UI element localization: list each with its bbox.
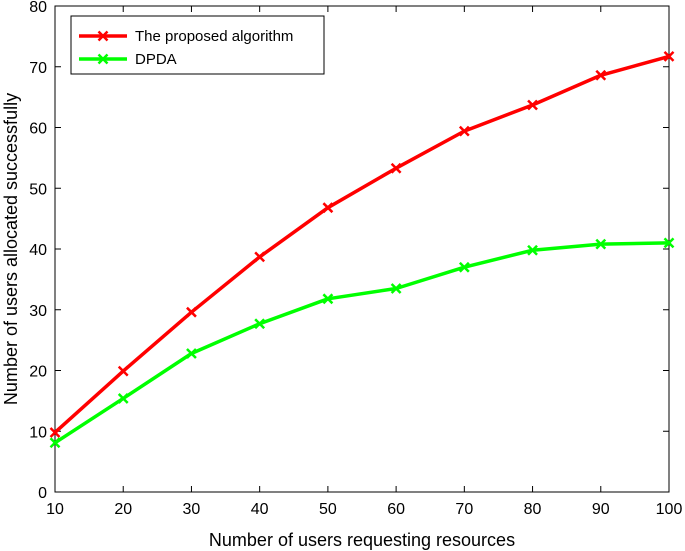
legend-item: DPDA <box>79 51 177 68</box>
data-point-marker <box>49 427 61 438</box>
y-tick-label: 60 <box>29 121 47 138</box>
data-point-marker <box>527 99 538 111</box>
x-tick-label: 40 <box>251 501 269 518</box>
series-1 <box>49 237 675 449</box>
series-layer <box>49 51 675 449</box>
data-point-marker <box>49 437 61 449</box>
x-axis: 10 20 30 40 50 60 70 80 90 100 <box>46 6 682 518</box>
x-tick-label: 10 <box>46 501 64 518</box>
x-tick-label: 60 <box>387 501 405 518</box>
data-point-marker <box>117 365 129 377</box>
data-point-marker <box>663 51 675 62</box>
data-point-marker <box>322 293 334 305</box>
legend-box <box>70 15 325 75</box>
y-tick-label: 0 <box>38 485 47 502</box>
series-0 <box>49 51 675 438</box>
data-point-marker <box>254 251 266 263</box>
y-tick-label: 10 <box>29 424 47 441</box>
y-tick-label: 30 <box>29 303 47 320</box>
data-point-marker <box>117 393 129 404</box>
data-point-marker <box>254 318 266 330</box>
x-axis-label: Number of users requesting resources <box>209 530 515 550</box>
x-tick-label: 50 <box>319 501 337 518</box>
x-tick-label: 90 <box>592 501 610 518</box>
series-line <box>54 241 670 445</box>
data-point-marker <box>527 244 538 256</box>
y-axis-label: Number of users allocated successfully <box>1 93 21 405</box>
y-tick-label: 20 <box>29 364 47 381</box>
series-line <box>53 54 670 434</box>
legend-item: The proposed algorithm <box>79 28 293 45</box>
plot-area <box>54 5 670 493</box>
data-point-marker <box>186 348 197 359</box>
data-point-marker <box>458 261 470 273</box>
data-point-marker <box>595 69 607 81</box>
data-point-marker <box>390 283 402 294</box>
data-point-marker <box>458 125 470 137</box>
x-tick-label: 80 <box>524 501 542 518</box>
legend: The proposed algorithm DPDA <box>70 15 325 75</box>
data-point-marker <box>186 306 197 318</box>
legend-label: The proposed algorithm <box>135 28 293 45</box>
legend-label: DPDA <box>135 51 177 68</box>
data-point-marker <box>595 238 607 250</box>
plot-frame <box>54 5 670 493</box>
y-tick-label: 50 <box>29 181 47 198</box>
x-tick-label: 30 <box>183 501 201 518</box>
data-point-marker <box>390 162 402 174</box>
x-tick-label: 70 <box>455 501 473 518</box>
y-tick-label: 80 <box>29 0 47 16</box>
data-point-marker <box>322 202 334 214</box>
data-point-marker <box>663 237 675 249</box>
x-tick-label: 20 <box>114 501 132 518</box>
y-axis: 0 10 20 30 40 50 60 70 80 <box>29 0 669 502</box>
x-tick-label: 100 <box>656 501 683 518</box>
y-tick-label: 40 <box>29 242 47 259</box>
y-tick-label: 70 <box>29 60 47 77</box>
